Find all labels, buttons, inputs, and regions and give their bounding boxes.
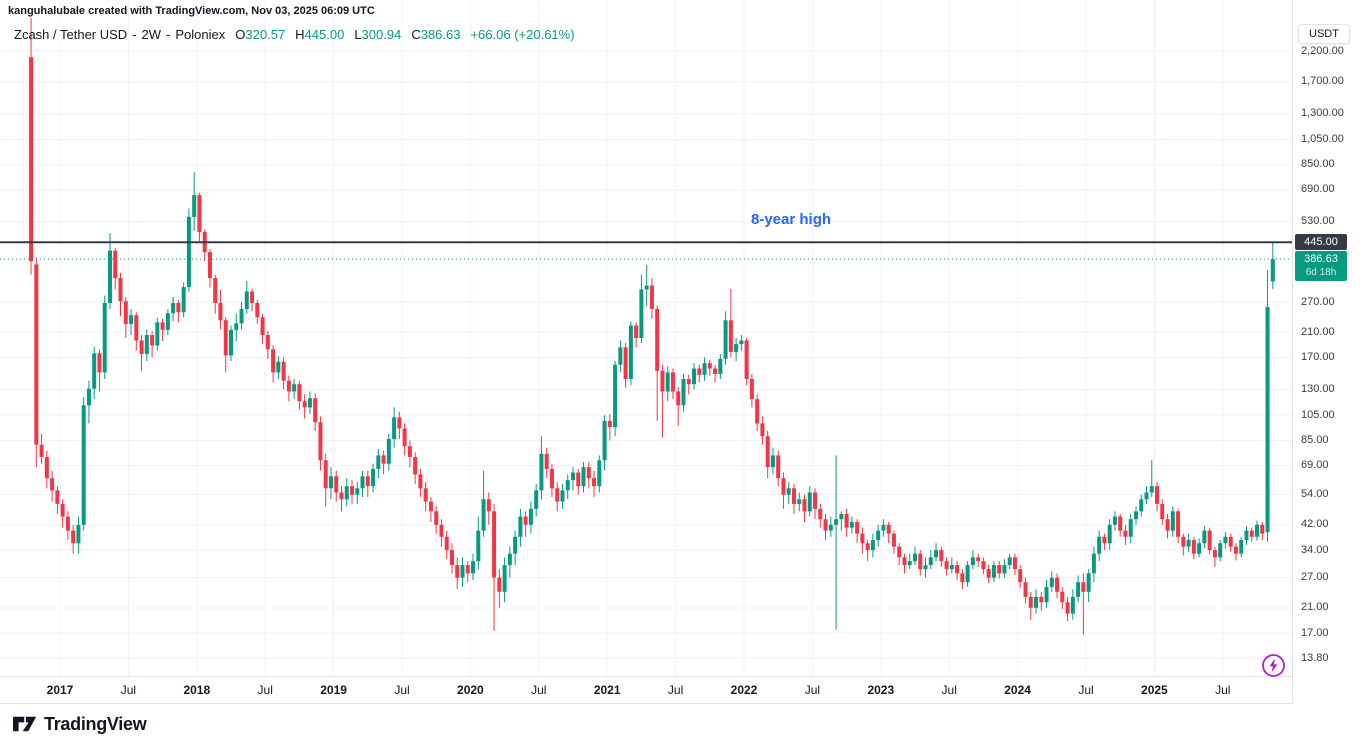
exchange-label[interactable]: Poloniex <box>175 27 226 42</box>
high-readout: H445.00 <box>295 27 345 42</box>
price-tick-label: 690.00 <box>1301 183 1335 196</box>
time-tick-label: 2023 <box>867 683 895 697</box>
time-tick-label: Jul <box>1078 683 1094 697</box>
candlestick-series[interactable] <box>29 17 1275 635</box>
currency-toggle-button[interactable]: USDT <box>1298 24 1350 44</box>
price-tick-label: 27.00 <box>1301 571 1329 584</box>
price-tick-label: 130.00 <box>1301 383 1335 396</box>
open-readout: O320.57 <box>235 27 286 42</box>
time-tick-label: Jul <box>804 683 821 697</box>
time-tick-label: Jul <box>257 683 273 697</box>
price-tick-label: 170.00 <box>1301 350 1335 363</box>
time-tick-label: 2020 <box>457 683 484 697</box>
price-tick-label: 17.00 <box>1301 626 1329 639</box>
price-tick-label: 34.00 <box>1301 543 1329 556</box>
price-tick-label: 105.00 <box>1301 408 1335 421</box>
time-tick-label: 2019 <box>320 683 347 697</box>
footer: TradingView <box>0 703 1366 748</box>
time-tick-label: 2018 <box>183 683 211 697</box>
price-tick-label: 850.00 <box>1301 158 1335 171</box>
candlestick-chart[interactable] <box>0 0 1292 676</box>
interval-label[interactable]: 2W <box>141 27 162 42</box>
price-tick-label: 85.00 <box>1301 433 1329 446</box>
flash-boost-button[interactable] <box>1261 653 1286 678</box>
price-tick-label: 1,300.00 <box>1301 107 1344 120</box>
price-tick-label: 54.00 <box>1301 488 1329 501</box>
price-tick-label: 270.00 <box>1301 295 1335 308</box>
gridlines <box>0 0 1292 676</box>
current-price-value: 386.63 <box>1304 253 1338 266</box>
eight-year-high-label[interactable]: 8-year high <box>751 211 832 228</box>
time-tick-label: 2017 <box>46 683 74 697</box>
time-tick-label: 2025 <box>1141 683 1168 697</box>
price-tick-label: 21.00 <box>1301 601 1329 614</box>
current-price-badge: 386.63 6d 18h <box>1295 251 1347 282</box>
time-tick-label: Jul <box>120 683 137 697</box>
brand-name: TradingView <box>44 713 147 734</box>
change-value: +66.06 (+20.61%) <box>470 27 575 42</box>
line-price-badge: 445.00 <box>1295 233 1347 250</box>
symbol-title[interactable]: Zcash / Tether USD <box>14 27 128 42</box>
price-tick-label: 1,050.00 <box>1301 133 1344 146</box>
price-tick-label: 42.00 <box>1301 518 1329 531</box>
price-tick-label: 69.00 <box>1301 458 1329 471</box>
lightning-icon <box>1262 654 1285 677</box>
time-tick-label: Jul <box>941 683 957 697</box>
time-tick-label: 2021 <box>593 683 621 697</box>
price-axis[interactable]: USDT 445.00 386.63 6d 18h 2,200.00 1,700.… <box>1292 0 1366 703</box>
attribution-text: kanguhalubale created with TradingView.c… <box>8 5 375 17</box>
tradingview-logo[interactable]: TradingView <box>13 712 147 736</box>
time-tick-label: Jul <box>1215 683 1231 697</box>
time-tick-label: Jul <box>667 683 684 697</box>
time-tick-label: 2024 <box>1004 683 1031 697</box>
separator: - <box>132 27 137 42</box>
time-axis[interactable]: 2017 Jul 2018 Jul 2019 Jul 2020 Jul 2021 Jul 2022 J… <box>0 676 1292 704</box>
close-readout: C386.63 <box>411 27 461 42</box>
price-tick-label: 530.00 <box>1301 214 1335 227</box>
price-tick-label: 2,200.00 <box>1301 44 1344 57</box>
time-tick-label: 2022 <box>730 683 758 697</box>
symbol-info-row: Zcash / Tether USD -2W - Poloniex O320.57 H44… <box>14 27 575 42</box>
price-tick-label: 13.80 <box>1301 651 1329 664</box>
price-tick-label: 210.00 <box>1301 325 1335 338</box>
time-tick-label: Jul <box>531 683 547 697</box>
bar-countdown: 6d 18h <box>1305 267 1337 279</box>
separator: - <box>166 27 171 42</box>
time-tick-label: Jul <box>394 683 410 697</box>
tradingview-logo-icon <box>13 716 37 732</box>
low-readout: L300.94 <box>354 27 402 42</box>
price-tick-label: 1,700.00 <box>1301 75 1344 88</box>
